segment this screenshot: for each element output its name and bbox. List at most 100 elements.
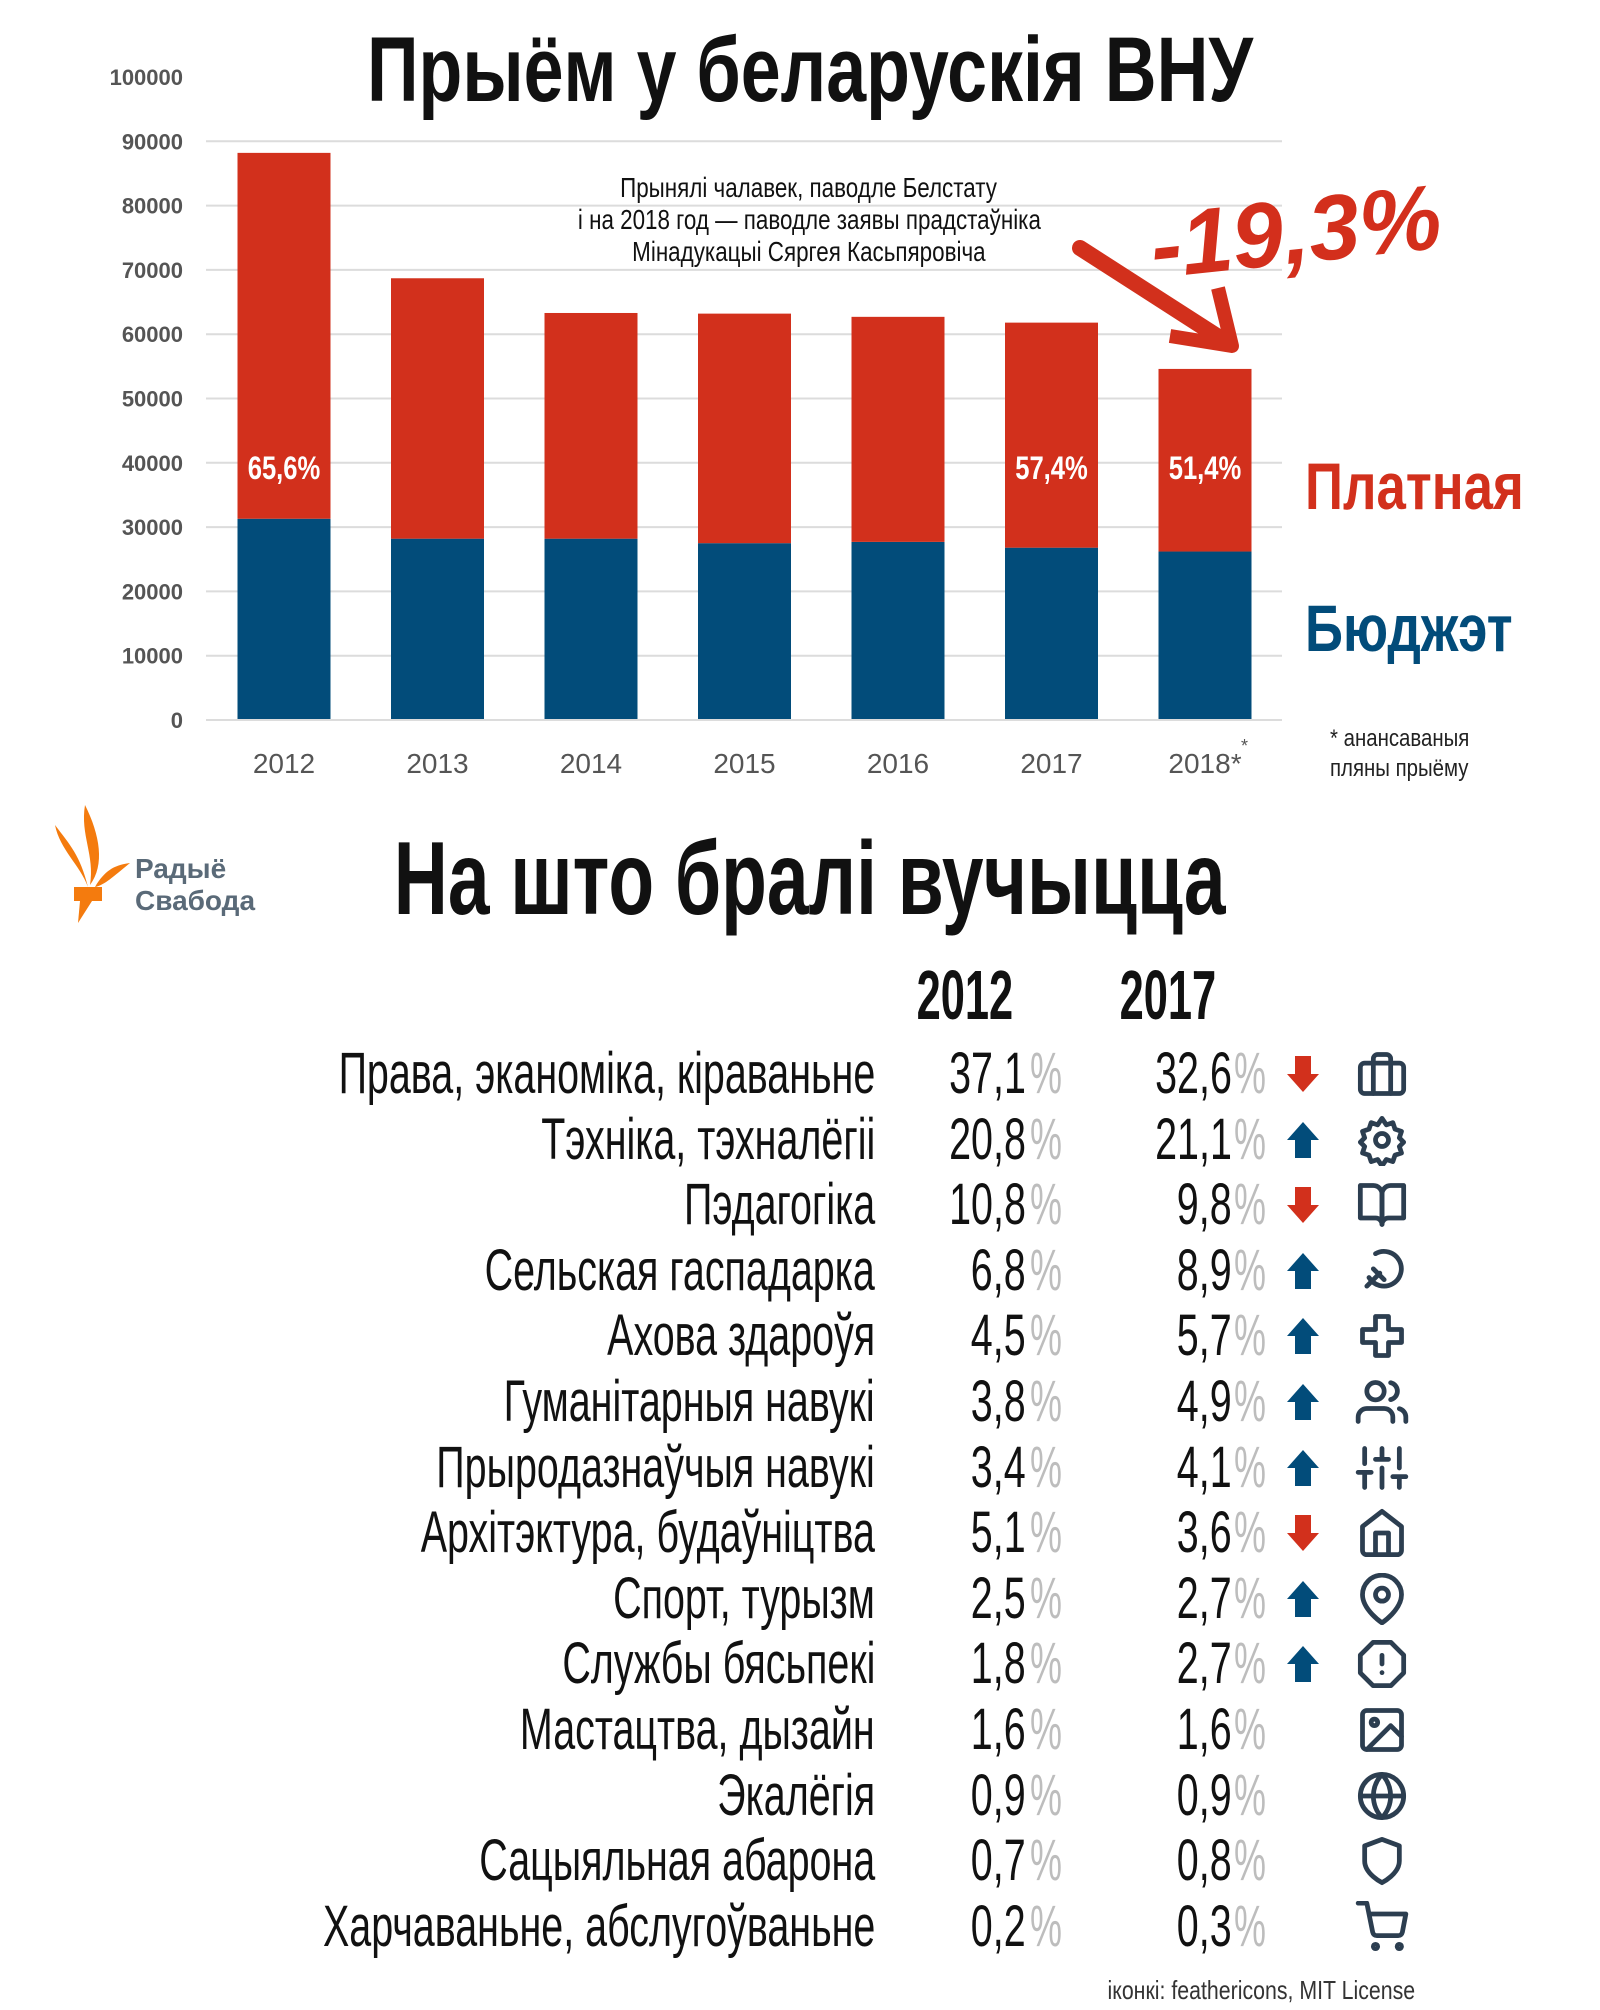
x-tick-label: 2018* [1168,748,1241,779]
y-tick-label: 0 [171,708,183,733]
percent-sign: % [1030,1762,1062,1828]
arrow-up-icon [1287,1646,1319,1683]
y-tick-label: 90000 [122,129,183,154]
value-2012: 6,8 [971,1237,1026,1303]
percent-sign: % [1234,1369,1266,1434]
arrow-up-icon [1287,1318,1319,1355]
table-row: Харчаваньне, абслугоўваньне 0,2 % 0,3 % [0,1893,1600,1959]
value-2017: 2,7 [1177,1631,1232,1697]
bar-budget-2017 [1005,547,1098,720]
chart-note: Прынялі чалавек, паводле Белстату і на 2… [577,172,1041,267]
percent-sign: % [1030,1106,1062,1172]
bar-budget-2018* [1158,551,1252,720]
table-row: Службы бясьпекі 1,8 % 2,7 % [0,1632,1600,1696]
value-2012: 0,2 [971,1893,1026,1959]
row-label: Пэдагогіка [683,1172,875,1238]
table-row: Сельская гаспадарка 6,8 % 8,9 % [0,1237,1600,1303]
value-2017: 8,9 [1177,1237,1232,1303]
value-2017: 21,1 [1155,1106,1232,1172]
x-tick-label: 2015 [713,748,775,779]
value-2012: 20,8 [949,1106,1026,1172]
value-2012: 10,8 [949,1172,1026,1238]
value-2017: 4,9 [1177,1369,1232,1434]
value-2012: 4,5 [971,1303,1026,1369]
bar-budget-2016 [851,541,945,720]
map-pin-icon [1360,1572,1404,1625]
percent-sign: % [1234,1106,1266,1172]
y-tick-label: 50000 [122,387,183,412]
alert-octagon-icon [1357,1640,1407,1689]
column-header-2017: 2017 [1119,956,1217,1034]
logo-text-1: Радыё [135,853,227,884]
percent-sign: % [1030,1369,1062,1434]
value-2017: 1,6 [1177,1697,1232,1762]
value-2017: 3,6 [1177,1500,1232,1566]
arrow-down-icon [1287,1515,1319,1552]
percent-sign: % [1234,1893,1266,1959]
section-title: На што бралі вучыцца [394,821,1226,937]
percent-sign: % [1234,1762,1266,1828]
percent-sign: % [1030,1565,1062,1631]
arrow-up-icon [1287,1449,1319,1486]
value-2017: 32,6 [1155,1041,1232,1106]
row-label: Сельская гаспадарка [484,1237,875,1303]
percent-sign: % [1030,1631,1062,1697]
percent-sign: % [1030,1172,1062,1238]
book-open-icon [1357,1183,1407,1228]
percent-sign: % [1234,1500,1266,1566]
value-2017: 0,8 [1177,1828,1232,1894]
value-2012: 0,9 [971,1762,1026,1828]
value-2017: 0,3 [1177,1893,1232,1959]
arrow-down-icon [1287,1187,1319,1224]
table-row: Пэдагогіка 10,8 % 9,8 % [0,1173,1600,1237]
footnote: * анансаваныя пляны прыёму [1330,725,1470,782]
table-row: Гуманітарныя навукі 3,8 % 4,9 % [0,1370,1600,1434]
value-2017: 2,7 [1177,1565,1232,1631]
row-label: Харчаваньне, абслугоўваньне [322,1893,875,1959]
bar-budget-2015 [698,543,791,720]
percent-sign: % [1030,1237,1062,1303]
value-2017: 4,1 [1177,1434,1232,1500]
bar-paid-2016 [851,316,945,542]
settings-icon [1357,1115,1407,1166]
row-label: Сацыяльная абарона [479,1828,875,1894]
table-row: Спорт, турызм 2,5 % 2,7 % [0,1565,1600,1631]
torch-icon [55,805,130,923]
table-row: Тэхніка, тэхналёгіі 20,8 % 21,1 % [0,1106,1600,1172]
row-label: Службы бясьпекі [561,1631,875,1697]
value-2017: 5,7 [1177,1303,1232,1369]
y-tick-label: 30000 [122,515,183,540]
sickle-icon [1364,1248,1404,1289]
table-row: Архітэктура, будаўніцтва 5,1 % 3,6 % [0,1501,1600,1565]
logo-text-2: Свабода [135,885,256,916]
sliders-icon [1355,1445,1409,1490]
row-label: Мастацтва, дызайн [520,1697,875,1762]
bar-data-label: 51,4% [1169,451,1242,486]
table-row: Прыродазнаўчыя навукі 3,4 % 4,1 % [0,1434,1600,1500]
value-2017: 9,8 [1177,1172,1232,1238]
asterisk: * [1241,736,1248,756]
table-row: Мастацтва, дызайн 1,6 % 1,6 % [0,1698,1600,1762]
value-2012: 37,1 [949,1041,1026,1106]
bar-budget-2014 [544,538,638,720]
value-2012: 2,5 [971,1565,1026,1631]
percent-sign: % [1030,1500,1062,1566]
value-2017: 0,9 [1177,1762,1232,1828]
bar-chart: 0 10000 20000 30000 40000 50000 60000 70000 8000… [110,65,1282,779]
percent-sign: % [1234,1565,1266,1631]
shopping-cart-icon [1355,1900,1409,1951]
y-tick-label: 100000 [110,65,183,90]
row-label: Гуманітарныя навукі [503,1369,875,1434]
percent-sign: % [1030,1893,1062,1959]
value-2012: 1,8 [971,1631,1026,1697]
arrow-up-icon [1287,1121,1319,1158]
chart-title: Прыём у беларускія ВНУ [366,19,1254,121]
y-tick-label: 60000 [122,322,183,347]
arrow-down-icon [1287,1056,1319,1092]
row-label: Тэхніка, тэхналёгіі [540,1106,875,1172]
x-tick-label: 2013 [406,748,468,779]
value-2012: 3,8 [971,1369,1026,1434]
icon-credit: іконкі: feathericons, MIT License [1107,1975,1415,2005]
shield-icon [1362,1837,1402,1886]
arrow-up-icon [1287,1384,1319,1420]
